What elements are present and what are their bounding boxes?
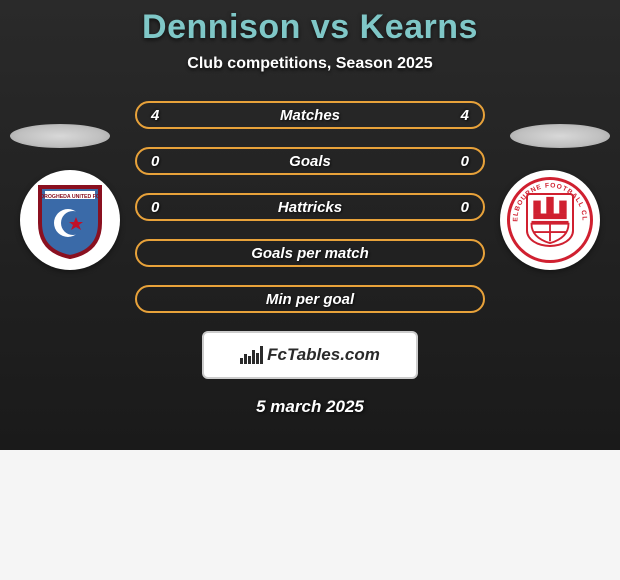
- stat-row-hattricks: 0 Hattricks 0: [135, 193, 485, 221]
- bar-chart-icon: [240, 346, 263, 364]
- stat-label: Goals per match: [251, 245, 369, 262]
- stat-right-value: 4: [445, 107, 469, 124]
- stat-label: Matches: [280, 107, 340, 124]
- stat-right-value: 0: [445, 153, 469, 170]
- stat-row-goals-per-match: Goals per match: [135, 239, 485, 267]
- brand-box[interactable]: FcTables.com: [202, 331, 418, 379]
- date-text: 5 march 2025: [0, 397, 620, 417]
- stat-label: Min per goal: [266, 291, 354, 308]
- subtitle: Club competitions, Season 2025: [0, 55, 620, 73]
- page-title: Dennison vs Kearns: [0, 8, 620, 47]
- stats-card: Dennison vs Kearns Club competitions, Se…: [0, 0, 620, 450]
- stat-row-min-per-goal: Min per goal: [135, 285, 485, 313]
- stat-row-goals: 0 Goals 0: [135, 147, 485, 175]
- stat-label: Goals: [289, 153, 331, 170]
- stat-left-value: 0: [151, 153, 175, 170]
- stat-left-value: 0: [151, 199, 175, 216]
- stats-list: 4 Matches 4 0 Goals 0 0 Hattricks 0 Goal…: [0, 101, 620, 313]
- brand-text: FcTables.com: [267, 345, 380, 365]
- stat-right-value: 0: [445, 199, 469, 216]
- stat-left-value: 4: [151, 107, 175, 124]
- stat-row-matches: 4 Matches 4: [135, 101, 485, 129]
- stat-label: Hattricks: [278, 199, 342, 216]
